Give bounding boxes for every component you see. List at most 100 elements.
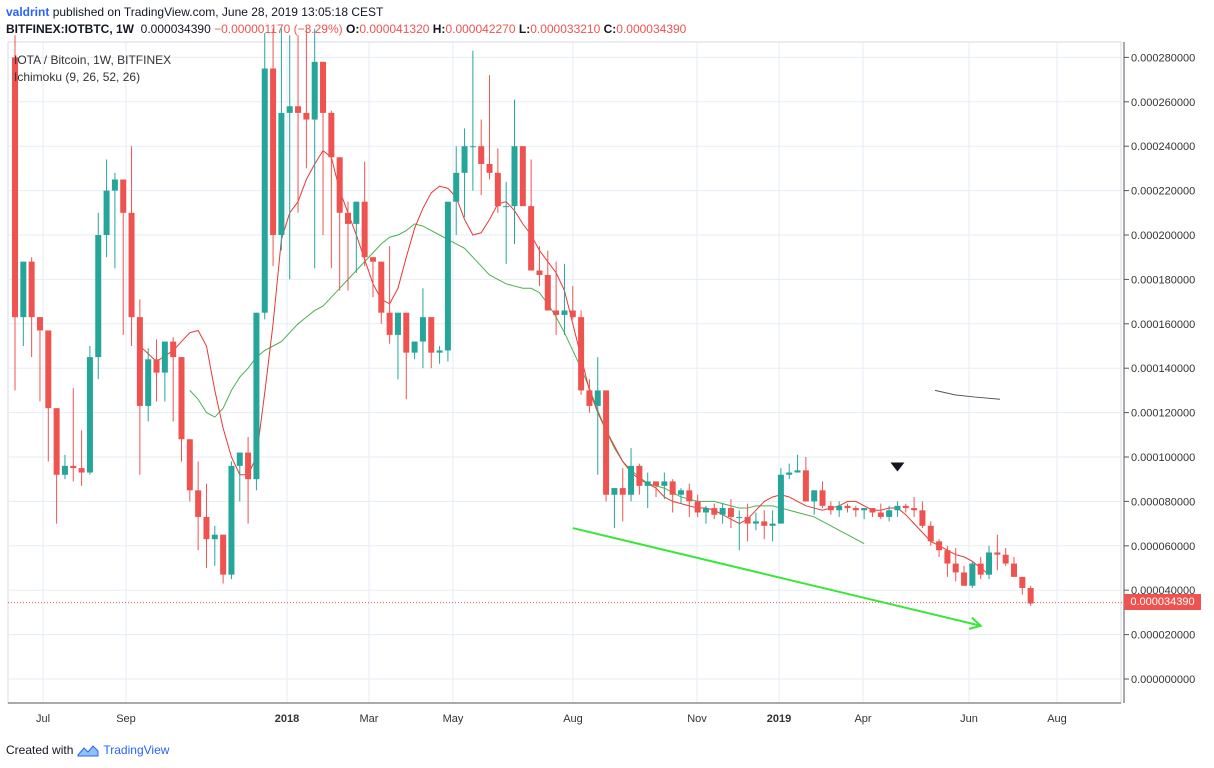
candle: [861, 508, 868, 520]
candle: [702, 505, 709, 524]
candle: [394, 312, 401, 380]
candle-body: [519, 146, 526, 207]
x-tick-label: Aug: [1047, 713, 1067, 725]
candle: [503, 181, 510, 264]
candle-body: [120, 179, 127, 213]
candle-body: [902, 505, 909, 509]
candle-body: [353, 201, 360, 224]
candle-body: [161, 341, 168, 373]
candle-body: [303, 112, 310, 120]
candle-body: [320, 61, 327, 113]
candle-body: [461, 146, 468, 173]
candle-body: [528, 206, 535, 271]
candle: [303, 26, 310, 169]
candle-body: [128, 212, 135, 318]
candle-body: [769, 523, 776, 526]
candle: [936, 539, 943, 557]
y-tick-label: 0.000020000: [1131, 630, 1195, 642]
candle-body: [86, 357, 93, 473]
candle-body: [336, 157, 343, 213]
candle: [686, 483, 693, 517]
candle-body: [486, 163, 493, 173]
candle: [353, 201, 360, 273]
candle-body: [861, 508, 868, 511]
candle: [145, 348, 152, 422]
candle-body: [478, 146, 485, 164]
candle-body: [669, 481, 676, 495]
candle: [644, 472, 651, 509]
candle-body: [261, 68, 268, 313]
candle-body: [586, 390, 593, 406]
candle-body: [561, 310, 568, 315]
candle-body: [686, 490, 693, 502]
candle: [877, 503, 884, 520]
candle: [619, 468, 626, 522]
candle-body: [636, 465, 643, 486]
author-name[interactable]: valdrint: [6, 5, 50, 19]
candle: [320, 61, 327, 235]
candle-body: [20, 261, 27, 318]
candle: [444, 201, 451, 362]
candle: [528, 159, 535, 271]
down-triangle-marker: [890, 462, 905, 472]
candle: [969, 561, 976, 588]
candle: [311, 28, 318, 269]
candle: [461, 128, 468, 218]
y-tick-label: 0.000240000: [1131, 141, 1195, 153]
candle-body: [702, 508, 709, 513]
candle-body: [719, 508, 726, 515]
candle-body: [186, 439, 193, 491]
candle: [836, 501, 843, 517]
candle-body: [852, 508, 859, 511]
open-value: 0.000041320: [359, 22, 430, 36]
legend-indicator[interactable]: Ichimoku (9, 26, 52, 26): [14, 70, 141, 84]
candle-body: [428, 317, 435, 353]
candle: [478, 119, 485, 196]
candle: [711, 503, 718, 520]
tradingview-brand[interactable]: TradingView: [103, 743, 170, 757]
candle: [819, 481, 826, 509]
candle: [286, 35, 293, 280]
publish-header: valdrint published on TradingView.com, J…: [6, 5, 383, 19]
candle: [561, 263, 568, 335]
candle-body: [786, 472, 793, 475]
candle: [603, 390, 610, 502]
candle: [852, 505, 859, 517]
high-label: H:: [432, 22, 446, 36]
candle-body: [819, 490, 826, 506]
candle: [136, 299, 143, 475]
candle: [178, 357, 185, 462]
candle: [994, 534, 1001, 571]
candle-body: [253, 312, 260, 480]
candle-body: [877, 512, 884, 517]
candle: [428, 317, 435, 369]
x-tick-label: Apr: [854, 713, 871, 725]
footer: Created with TradingView: [6, 743, 169, 757]
candle: [569, 286, 576, 320]
candle: [1002, 548, 1009, 566]
candle: [761, 510, 768, 540]
y-tick-label: 0.000140000: [1131, 363, 1195, 375]
candle-body: [694, 501, 701, 513]
ichimoku-span-line: [934, 389, 1001, 400]
candle-body: [419, 317, 426, 342]
y-tick-label: 0.000200000: [1131, 230, 1195, 242]
candle-body: [78, 468, 85, 473]
last-price: 0.000034390: [140, 22, 211, 36]
candle: [103, 159, 110, 258]
candle: [519, 146, 526, 207]
candle-body: [345, 212, 351, 224]
candle-body: [453, 172, 460, 202]
candle-body: [411, 341, 418, 353]
candle-body: [886, 510, 893, 517]
symbol-label: BITFINEX:IOTBTC, 1W: [6, 22, 134, 36]
candle-body: [744, 516, 751, 524]
candle-body: [628, 465, 635, 495]
candle-body: [70, 465, 77, 469]
y-tick-label: 0.000280000: [1131, 52, 1195, 64]
candle-body: [653, 481, 660, 486]
last-price-tag: 0.000034390: [1124, 594, 1201, 610]
candle-body: [1002, 554, 1009, 564]
y-tick-label: 0.000180000: [1131, 274, 1195, 286]
